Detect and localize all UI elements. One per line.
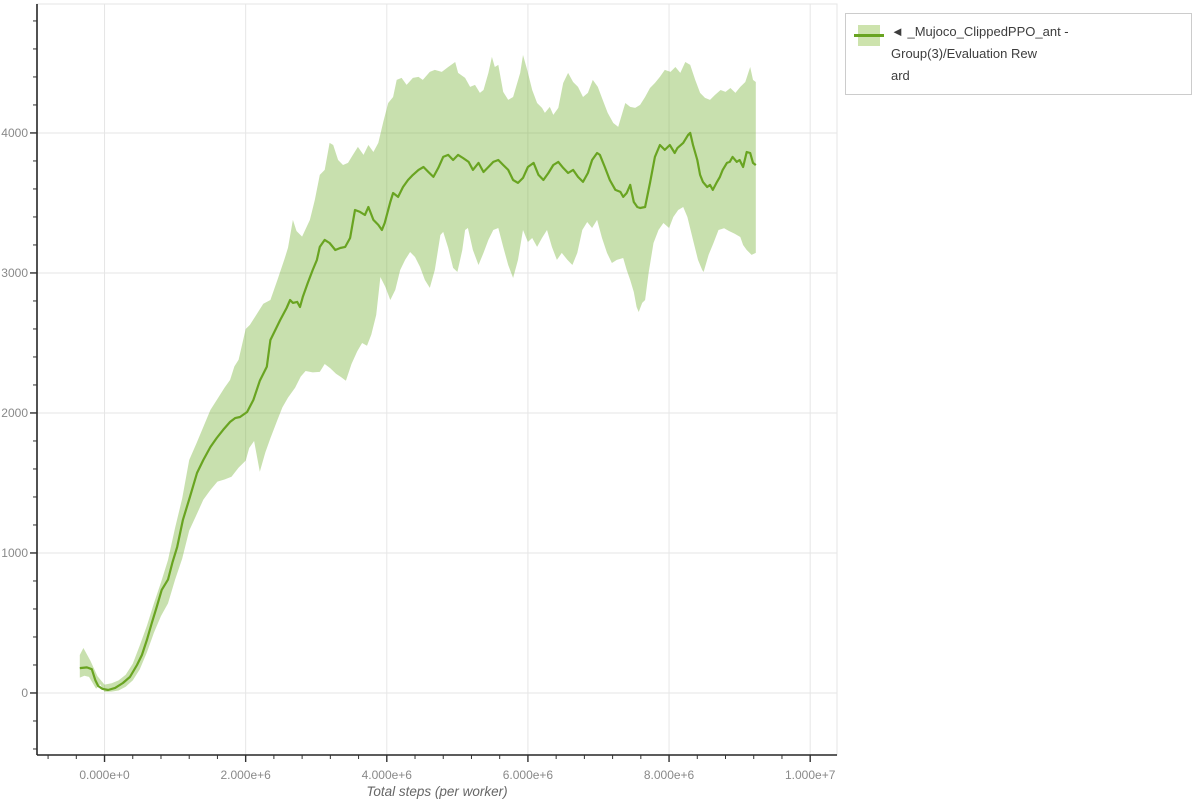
x-tick-label: 4.000e+6: [362, 768, 413, 782]
mean-line: [79, 131, 757, 692]
legend[interactable]: ◄ _Mujoco_ClippedPPO_ant - Group(3)/Eval…: [845, 13, 1192, 95]
plot-frame[interactable]: [36, 3, 838, 756]
legend-label: ◄ _Mujoco_ClippedPPO_ant - Group(3)/Eval…: [891, 21, 1181, 87]
y-tick-label: 1000: [1, 546, 28, 560]
x-axis-title: Total steps (per worker): [366, 784, 507, 799]
y-tick-label: 2000: [1, 406, 28, 420]
y-tick-label: 4000: [1, 126, 28, 140]
x-tick-label: 2.000e+6: [220, 768, 271, 782]
confidence-band: [79, 55, 756, 692]
y-tick-label: 0: [21, 686, 28, 700]
x-tick-label: 1.000e+7: [785, 768, 836, 782]
legend-label-line-1: ◄ _Mujoco_ClippedPPO_ant - Group(3)/Eval…: [891, 24, 1069, 61]
x-tick-label: 0.000e+0: [79, 768, 130, 782]
legend-swatch-icon: [854, 25, 884, 46]
legend-line-swatch: [854, 34, 884, 37]
x-tick-label: 8.000e+6: [644, 768, 695, 782]
x-tick-label: 6.000e+6: [503, 768, 554, 782]
y-tick-label: 3000: [1, 266, 28, 280]
legend-label-line-2: ard: [891, 68, 910, 83]
